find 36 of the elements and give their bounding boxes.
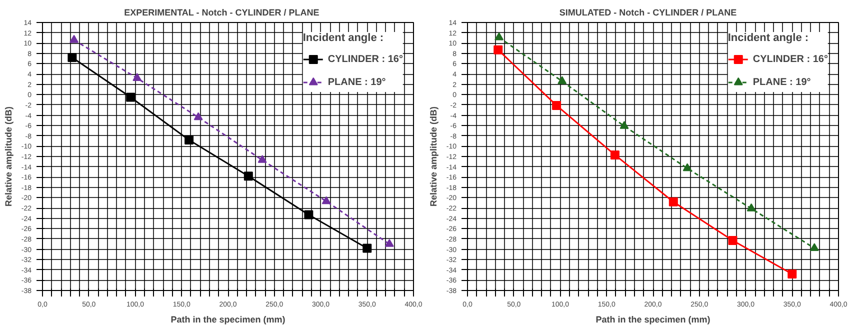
point [494,45,503,54]
point [810,243,819,252]
legend-label: PLANE : 19° [328,76,386,88]
legend-title: Incident angle : [728,32,810,44]
point [668,197,678,206]
point [194,112,203,120]
x-axis-title: Path in the specimen (mm) [596,314,710,324]
point [494,32,504,40]
point [132,73,142,81]
point [304,210,314,220]
y-axis-title: Relative amplitude (dB) [428,106,438,207]
point [558,76,567,84]
point [362,244,372,253]
legend-label: CYLINDER : 16° [752,54,828,64]
point [728,236,738,246]
point [322,196,331,204]
point [70,34,79,43]
point [788,270,797,279]
point [258,154,267,163]
point [384,238,394,247]
legend-title: Incident angle : [302,32,385,44]
point [68,53,77,62]
chart-title: SIMULATED - Notch - CYLINDER / PLANE [559,8,737,18]
point [244,172,253,181]
point [620,120,629,129]
chart-title: EXPERIMENTAL - Notch - CYLINDER / PLANE [124,8,320,18]
point [552,100,562,110]
point [682,163,692,172]
y-axis-title: Relative amplitude (dB) [3,106,14,207]
point [610,150,620,160]
legend-label: CYLINDER : 16° [328,54,403,64]
x-axis-title: Path in the specimen (mm) [170,314,286,324]
legend-label: PLANE : 19° [752,76,811,88]
point [746,203,756,212]
point [126,92,136,102]
point [184,136,194,145]
